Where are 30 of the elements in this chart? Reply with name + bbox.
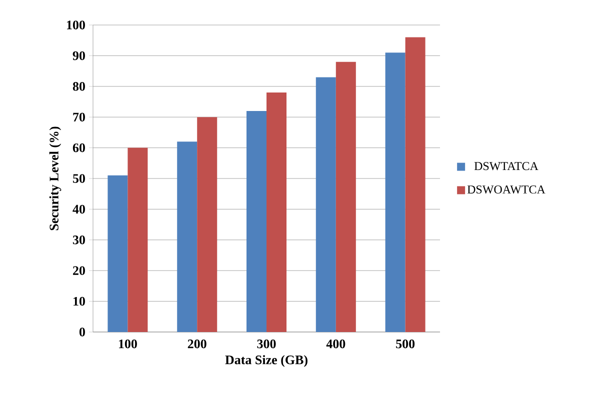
bar [336, 62, 356, 332]
legend-label: DSWOAWTCA [467, 185, 546, 194]
y-tick-label: 0 [79, 328, 85, 336]
bar [177, 142, 198, 332]
x-tick-label: 300 [257, 340, 276, 348]
y-tick-label: 30 [72, 236, 85, 244]
y-tick-label: 50 [72, 174, 85, 183]
x-tick-label: 100 [118, 340, 137, 348]
bar [266, 92, 286, 332]
bar [108, 175, 128, 332]
x-tick-label: 500 [396, 340, 415, 348]
x-tick-label: 400 [326, 340, 346, 348]
y-tick-label: 40 [72, 204, 85, 214]
y-axis-title: Security Level (%) [49, 126, 62, 230]
y-tick-label: 20 [73, 266, 85, 275]
y-tick-label: 10 [74, 296, 85, 306]
y-tick-label: 80 [72, 82, 85, 91]
bar [246, 110, 266, 332]
bar [316, 77, 336, 332]
x-axis-title: Data Size (GB) [225, 355, 308, 367]
bar [128, 148, 148, 332]
bar [385, 52, 406, 332]
bar [405, 37, 426, 332]
x-tick-label: 200 [188, 340, 206, 348]
bar [197, 117, 218, 332]
y-tick-label: 100 [67, 20, 85, 30]
y-tick-label: 90 [72, 51, 85, 60]
y-tick-label: 70 [73, 112, 85, 122]
y-tick-label: 60 [72, 143, 85, 152]
legend-label: DSWTATCA [474, 162, 538, 170]
